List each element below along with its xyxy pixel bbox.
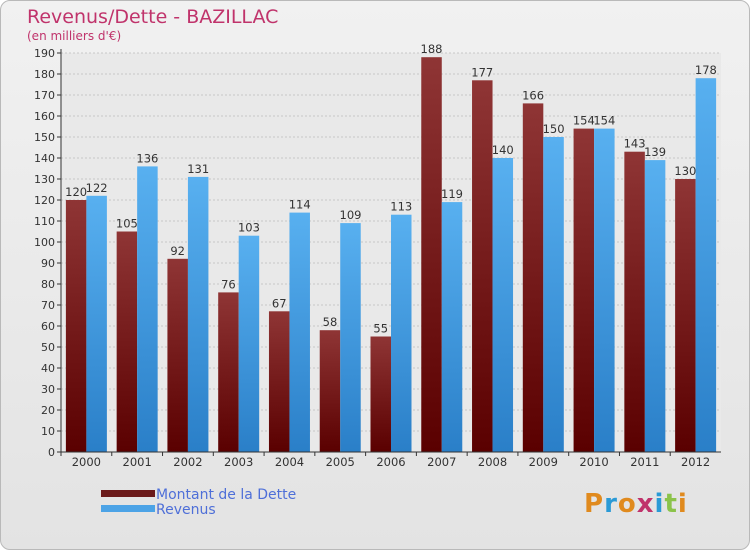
- data-label-revenue: 131: [187, 162, 209, 176]
- data-label-debt: 120: [65, 185, 87, 199]
- y-tick-label: 60: [41, 320, 55, 333]
- data-label-debt: 130: [674, 164, 696, 178]
- y-tick-label: 150: [34, 131, 55, 144]
- data-label-debt: 67: [272, 296, 287, 310]
- chart-subtitle: (en milliers d'€): [27, 29, 122, 43]
- y-tick-label: 90: [41, 257, 55, 270]
- y-tick-label: 0: [48, 446, 55, 459]
- data-label-revenue: 140: [492, 143, 514, 157]
- y-tick-label: 40: [41, 362, 55, 375]
- y-tick-label: 50: [41, 341, 55, 354]
- legend-label-revenue: Revenus: [156, 502, 216, 518]
- data-label-revenue: 109: [340, 208, 362, 222]
- bar-debt: [370, 336, 391, 452]
- data-label-debt: 76: [221, 277, 236, 291]
- x-tick-label: 2010: [579, 455, 608, 469]
- y-tick-label: 180: [34, 68, 55, 81]
- bar-debt: [573, 128, 595, 452]
- bar-revenue: [187, 176, 209, 452]
- bar-revenue: [289, 212, 310, 452]
- data-label-debt: 166: [522, 88, 544, 102]
- y-tick-label: 70: [41, 299, 55, 312]
- x-tick-label: 2004: [275, 455, 304, 469]
- bar-revenue: [543, 137, 564, 452]
- data-label-revenue: 114: [289, 198, 311, 212]
- data-label-debt: 177: [471, 65, 493, 79]
- x-tick-label: 2012: [681, 455, 710, 469]
- data-label-debt: 143: [624, 137, 646, 151]
- data-label-revenue: 103: [238, 221, 260, 235]
- bar-debt: [218, 292, 239, 452]
- bar-revenue: [391, 214, 412, 452]
- bar-debt: [319, 330, 341, 452]
- data-label-debt: 92: [170, 244, 185, 258]
- y-tick-label: 80: [41, 278, 55, 291]
- x-tick-label: 2002: [173, 455, 202, 469]
- data-label-debt: 58: [323, 315, 338, 329]
- data-label-revenue: 122: [86, 181, 108, 195]
- bar-debt: [522, 103, 544, 453]
- y-tick-label: 140: [34, 152, 55, 165]
- y-tick-label: 160: [34, 110, 55, 123]
- y-tick-label: 30: [41, 383, 55, 396]
- bar-debt: [675, 179, 696, 452]
- x-tick-label: 2009: [529, 455, 558, 469]
- data-label-revenue: 136: [136, 151, 158, 165]
- y-tick-label: 20: [41, 404, 55, 417]
- x-tick-label: 2006: [376, 455, 405, 469]
- bar-revenue: [644, 160, 666, 452]
- data-label-revenue: 154: [593, 114, 615, 128]
- data-label-revenue: 113: [390, 200, 412, 214]
- bar-revenue: [137, 166, 158, 452]
- x-tick-label: 2007: [427, 455, 456, 469]
- x-tick-label: 2003: [224, 455, 253, 469]
- y-tick-label: 10: [41, 425, 55, 438]
- bar-revenue: [492, 158, 514, 452]
- legend-label-debt: Montant de la Dette: [156, 487, 297, 503]
- y-tick-label: 110: [34, 215, 55, 228]
- x-tick-label: 2000: [72, 455, 101, 469]
- bar-debt: [116, 231, 138, 452]
- bar-debt: [268, 311, 290, 452]
- bar-revenue: [340, 223, 361, 452]
- data-label-revenue: 150: [543, 122, 565, 136]
- bar-revenue: [86, 195, 107, 453]
- y-tick-label: 130: [34, 173, 55, 186]
- legend-swatch-debt: [101, 490, 155, 497]
- bar-debt: [624, 151, 645, 452]
- y-tick-label: 120: [34, 194, 55, 207]
- data-label-revenue: 139: [644, 145, 666, 159]
- x-tick-label: 2001: [123, 455, 152, 469]
- bar-revenue: [594, 128, 615, 452]
- bar-revenue: [695, 78, 717, 452]
- y-tick-label: 100: [34, 236, 55, 249]
- bar-revenue: [441, 202, 463, 452]
- x-tick-label: 2008: [478, 455, 507, 469]
- bar-debt: [421, 57, 442, 452]
- legend-swatch-revenue: [101, 505, 155, 512]
- data-label-debt: 154: [573, 114, 595, 128]
- y-tick-label: 190: [34, 47, 55, 60]
- bar-revenue: [238, 235, 260, 452]
- data-label-revenue: 178: [695, 63, 717, 77]
- data-label-debt: 55: [373, 322, 388, 336]
- bar-debt: [472, 80, 493, 453]
- proxiti-logo: Proxiti: [584, 489, 688, 519]
- bar-debt: [65, 200, 87, 452]
- data-label-revenue: 119: [441, 187, 463, 201]
- bar-debt: [167, 258, 188, 452]
- y-tick-label: 170: [34, 89, 55, 102]
- x-tick-label: 2011: [630, 455, 659, 469]
- data-label-debt: 188: [421, 42, 443, 56]
- data-label-debt: 105: [116, 217, 138, 231]
- chart-title: Revenus/Dette - BAZILLAC: [27, 6, 279, 28]
- x-tick-label: 2005: [326, 455, 355, 469]
- axes: 0 10 20 30 40 50 60 70 80 90 100 110 120 130 140 150 160…: [34, 47, 721, 469]
